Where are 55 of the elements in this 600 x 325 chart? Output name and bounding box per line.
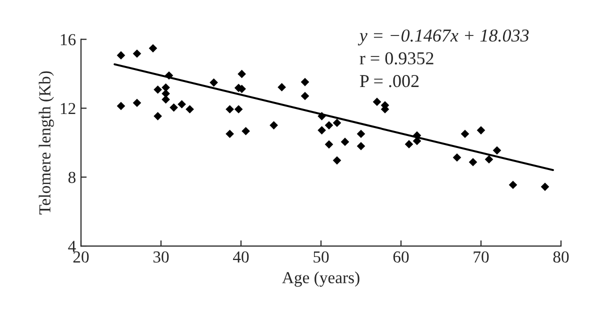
point bbox=[300, 78, 310, 86]
point bbox=[226, 130, 234, 138]
y-axis-title: Telomere length (Kb) bbox=[38, 71, 54, 214]
point bbox=[332, 118, 342, 128]
point bbox=[178, 100, 186, 108]
point bbox=[226, 105, 234, 114]
point bbox=[154, 85, 162, 94]
point bbox=[484, 155, 494, 164]
x-tick-label: 60 bbox=[393, 251, 409, 263]
point bbox=[116, 51, 126, 60]
point bbox=[356, 142, 366, 150]
point bbox=[324, 140, 334, 149]
point bbox=[270, 121, 278, 130]
point bbox=[116, 102, 126, 110]
x-axis-title: Age (years) bbox=[282, 272, 360, 287]
point bbox=[476, 126, 486, 134]
point bbox=[132, 98, 142, 108]
annotation: r = 0.9352 bbox=[360, 52, 434, 65]
point bbox=[300, 92, 310, 100]
point bbox=[508, 180, 518, 190]
point bbox=[324, 121, 334, 130]
point bbox=[278, 83, 286, 92]
x-tick-label: 50 bbox=[314, 251, 329, 263]
point bbox=[162, 83, 170, 92]
point bbox=[356, 130, 366, 138]
point bbox=[318, 126, 326, 134]
point bbox=[540, 182, 550, 191]
point bbox=[242, 126, 250, 136]
y-tick-label: 12 bbox=[60, 102, 76, 114]
x-tick-label: 70 bbox=[474, 251, 489, 263]
point bbox=[132, 49, 142, 58]
point bbox=[404, 140, 414, 148]
point bbox=[492, 146, 502, 155]
x-tick-label: 20 bbox=[73, 251, 89, 263]
point bbox=[332, 156, 342, 165]
x-tick-label: 30 bbox=[153, 251, 169, 263]
point bbox=[170, 103, 178, 112]
point bbox=[340, 138, 350, 146]
y-tick-label: 8 bbox=[68, 172, 76, 184]
point bbox=[234, 105, 243, 114]
point bbox=[460, 130, 470, 138]
point bbox=[186, 105, 194, 114]
annotation: P = .002 bbox=[360, 74, 419, 88]
point bbox=[210, 78, 218, 87]
point bbox=[154, 112, 162, 120]
point bbox=[452, 153, 462, 162]
point bbox=[372, 98, 382, 106]
point bbox=[468, 158, 478, 166]
x-tick-label: 40 bbox=[232, 251, 249, 263]
x-tick-label: 80 bbox=[553, 251, 569, 263]
point bbox=[148, 44, 158, 52]
y-tick-label: 16 bbox=[60, 34, 76, 46]
y-tick-label: 4 bbox=[68, 240, 76, 252]
point bbox=[238, 70, 246, 78]
annotation: y = −0.1467x + 18.033 bbox=[358, 29, 529, 46]
